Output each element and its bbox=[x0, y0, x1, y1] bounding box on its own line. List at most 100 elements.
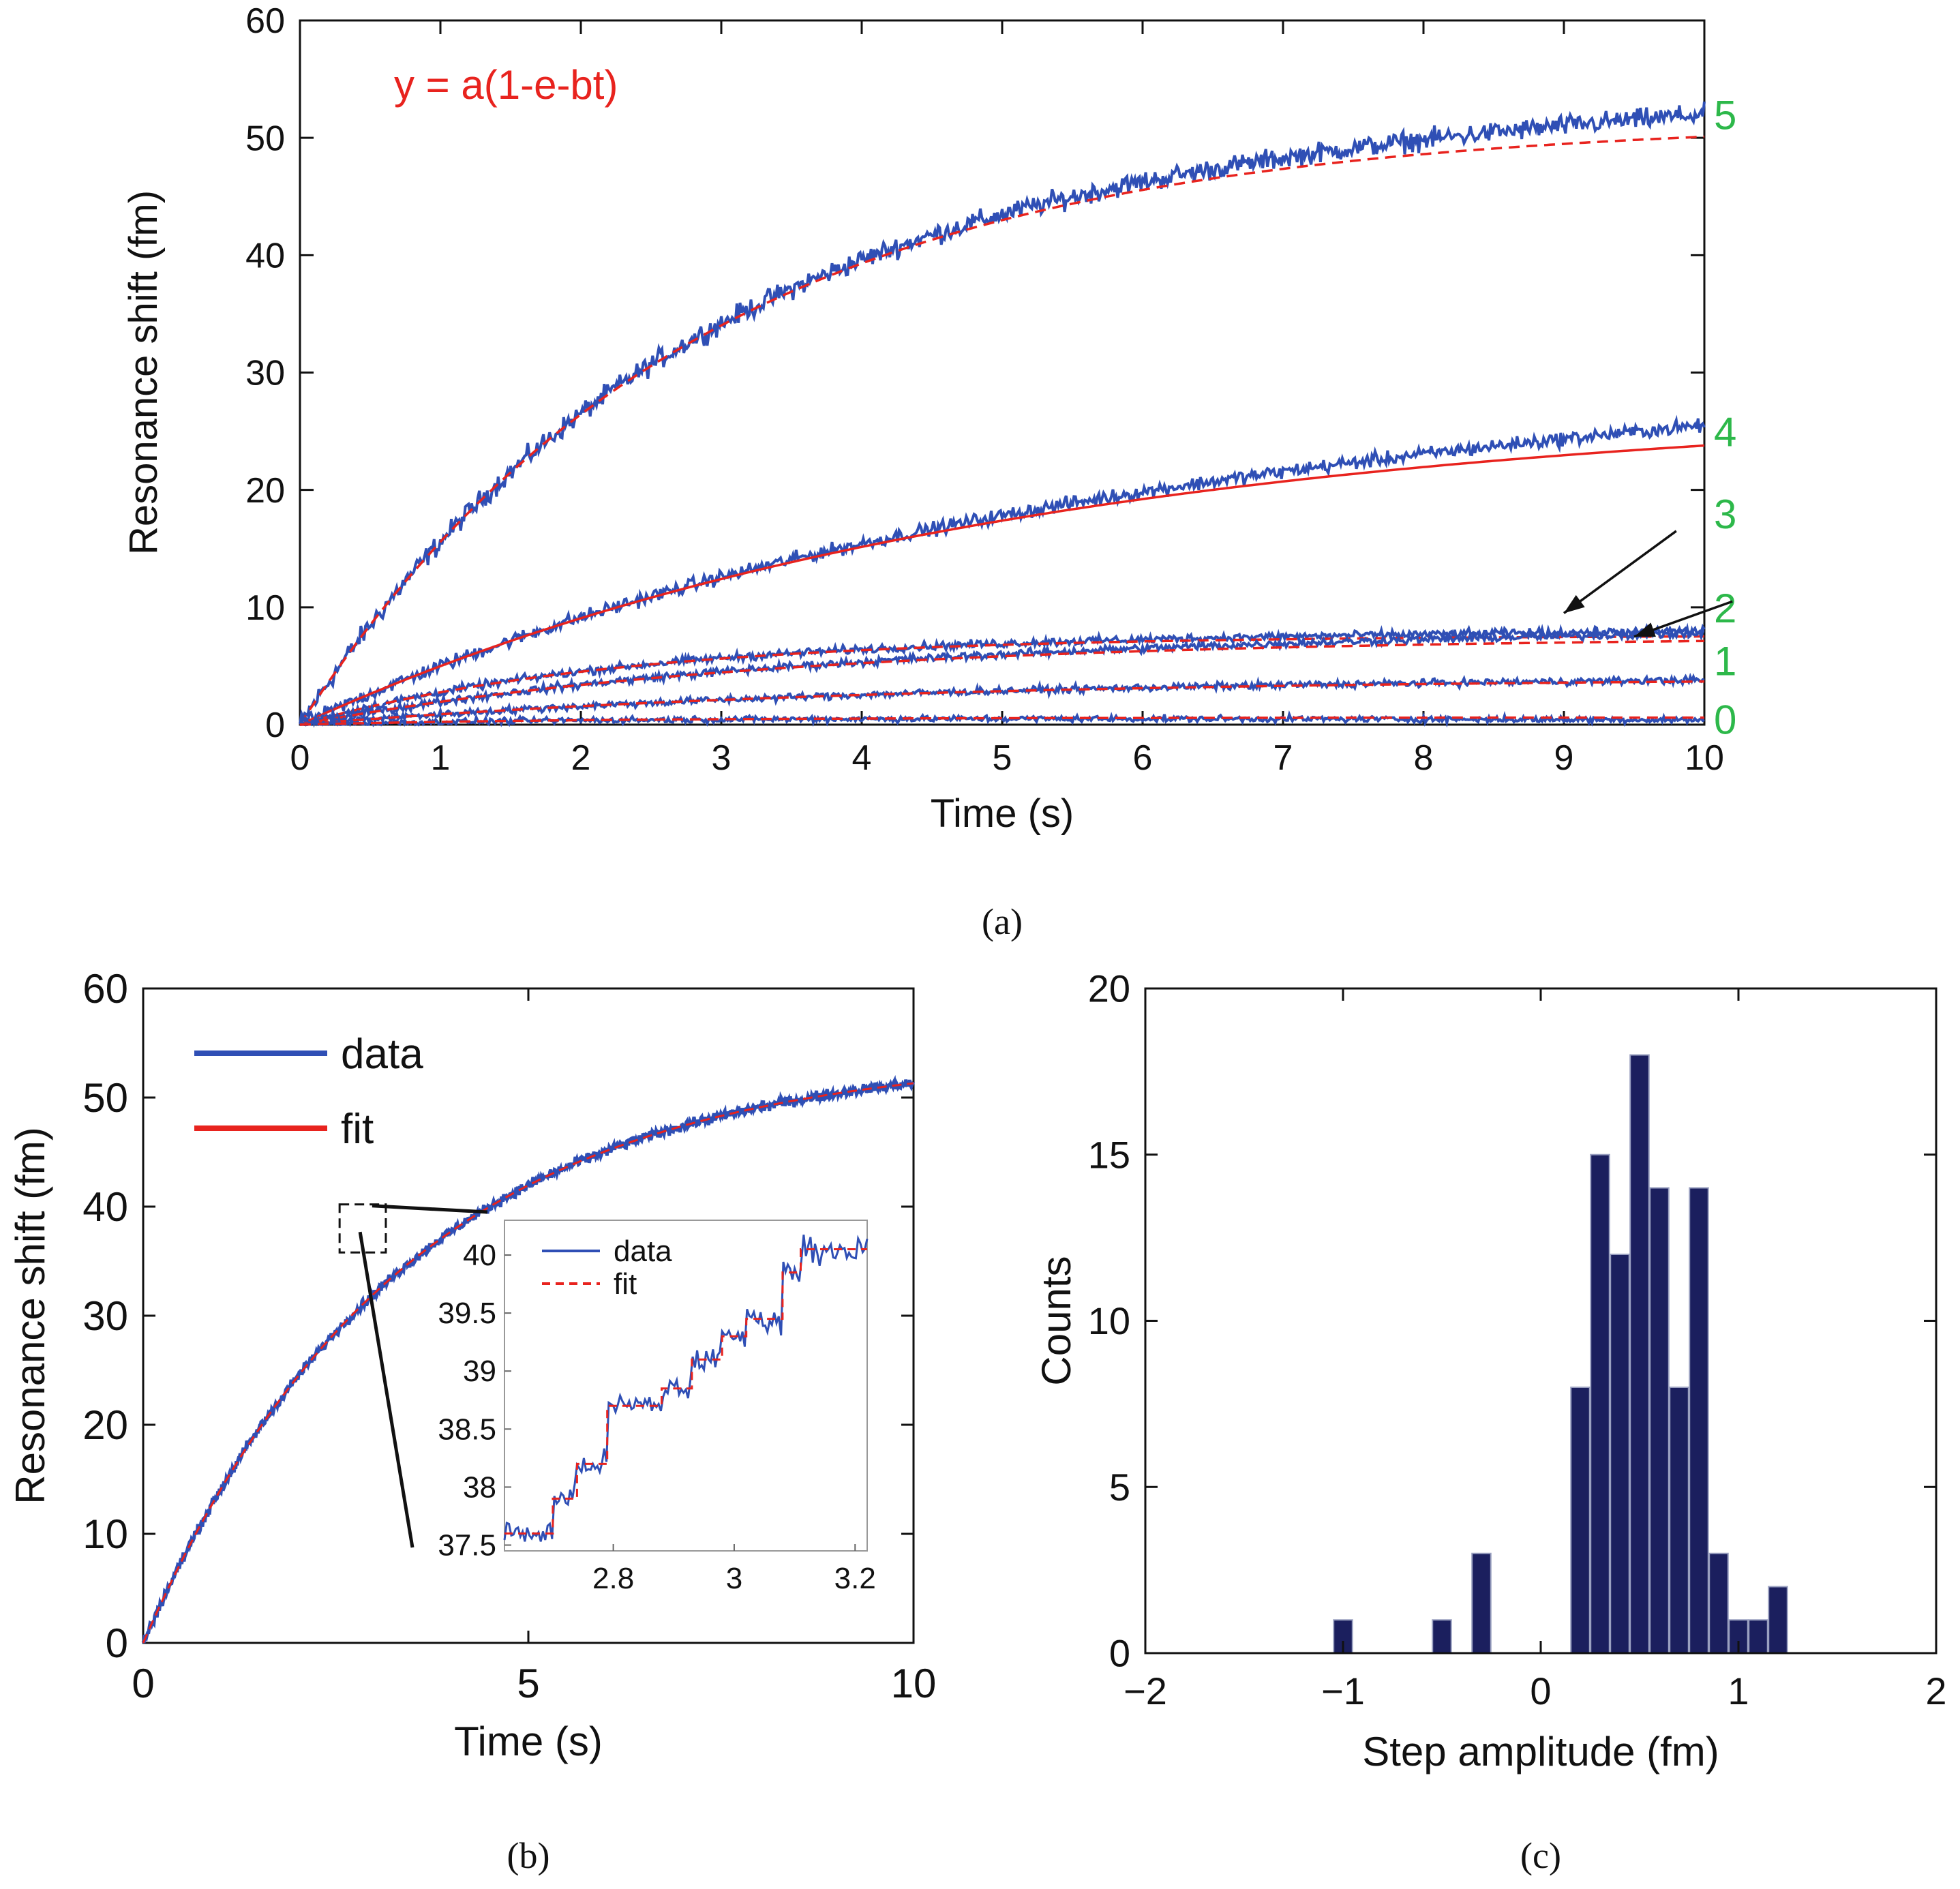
trace-data-line bbox=[299, 710, 1705, 728]
plot-frame bbox=[1144, 987, 1938, 1654]
y-axis-title: Resonance shift (fm) bbox=[121, 190, 166, 555]
histogram-bar bbox=[1610, 1254, 1630, 1654]
histogram-bar bbox=[1590, 1153, 1610, 1654]
panel-b-chart: 0 5 10 0 10 20 30 40 50 60 Time (s) Resonance shift… bbox=[7, 966, 936, 1876]
x-tick-label: 5 bbox=[517, 1661, 539, 1706]
trace-label: 1 bbox=[1714, 638, 1736, 684]
y-tick-label: 30 bbox=[245, 354, 285, 393]
x-tick-label: 1 bbox=[1728, 1669, 1749, 1712]
y-tick-label: 15 bbox=[1088, 1133, 1130, 1176]
y-tick-label: 10 bbox=[245, 588, 285, 628]
histogram-bar bbox=[1432, 1619, 1452, 1654]
inset-x-tick-label: 2.8 bbox=[592, 1562, 634, 1595]
trace-label: 2 bbox=[1714, 586, 1736, 631]
x-tick-label: 1 bbox=[431, 738, 451, 778]
inset-y-tick-label: 38.5 bbox=[438, 1412, 496, 1446]
trace-fit-line bbox=[299, 716, 1704, 726]
inset-y-tick-label: 37.5 bbox=[438, 1528, 496, 1562]
annotation-arrow-line bbox=[1563, 530, 1677, 614]
histogram-bar bbox=[1708, 1552, 1729, 1654]
x-tick-label: 3 bbox=[712, 738, 732, 778]
inset-legend-label: fit bbox=[614, 1267, 637, 1301]
y-tick-label: 30 bbox=[82, 1293, 128, 1339]
y-tick-label: 20 bbox=[1088, 967, 1130, 1010]
trace-data-line bbox=[299, 101, 1706, 724]
x-axis-title: Time (s) bbox=[931, 791, 1074, 836]
annotation-arrow-head bbox=[1634, 622, 1656, 637]
x-tick-label: 8 bbox=[1414, 738, 1434, 778]
inset-frame bbox=[504, 1220, 868, 1552]
histogram-bar bbox=[1669, 1387, 1689, 1654]
x-tick-label: 0 bbox=[1530, 1669, 1551, 1712]
histogram-bar bbox=[1570, 1387, 1590, 1654]
inset-data-line bbox=[503, 1235, 869, 1542]
panel-caption: (c) bbox=[1520, 1835, 1561, 1876]
trace-fit-line bbox=[299, 135, 1705, 725]
trace-fit-line bbox=[299, 680, 1704, 726]
y-axis-title: Resonance shift (fm) bbox=[7, 1127, 53, 1505]
x-tick-label: 0 bbox=[290, 738, 310, 778]
x-tick-label: 7 bbox=[1273, 738, 1293, 778]
histogram-bar bbox=[1689, 1187, 1709, 1654]
x-tick-label: −1 bbox=[1321, 1669, 1365, 1712]
x-tick-label: 5 bbox=[993, 738, 1012, 778]
histogram-bar bbox=[1748, 1619, 1768, 1654]
x-tick-label: 6 bbox=[1133, 738, 1153, 778]
trace-label: 4 bbox=[1714, 410, 1736, 455]
y-tick-label: 60 bbox=[245, 1, 285, 41]
y-tick-label: 50 bbox=[82, 1075, 128, 1121]
data-line bbox=[141, 1075, 916, 1644]
y-tick-label: 20 bbox=[82, 1402, 128, 1448]
zoom-connector bbox=[372, 1204, 488, 1214]
y-tick-label: 20 bbox=[245, 471, 285, 511]
y-tick-label: 60 bbox=[82, 966, 128, 1012]
inset-y-tick-label: 38 bbox=[463, 1470, 496, 1504]
y-tick-label: 10 bbox=[82, 1511, 128, 1557]
trace-label: 5 bbox=[1714, 93, 1736, 138]
y-axis-title: Counts bbox=[1034, 1256, 1079, 1385]
y-tick-label: 40 bbox=[245, 237, 285, 276]
histogram-bar bbox=[1629, 1054, 1650, 1654]
trace-data-line bbox=[299, 414, 1706, 728]
trace-data-line bbox=[299, 622, 1705, 727]
histogram-bar bbox=[1471, 1552, 1492, 1654]
inset-legend-label: data bbox=[614, 1235, 672, 1268]
y-tick-label: 0 bbox=[265, 706, 285, 745]
x-tick-label: −2 bbox=[1124, 1669, 1167, 1712]
x-axis-title: Step amplitude (fm) bbox=[1362, 1729, 1719, 1774]
legend-label: fit bbox=[341, 1106, 374, 1153]
panel-caption: (b) bbox=[507, 1835, 550, 1876]
y-tick-label: 40 bbox=[82, 1184, 128, 1230]
y-tick-label: 5 bbox=[1109, 1466, 1130, 1509]
x-tick-label: 10 bbox=[1685, 738, 1724, 778]
histogram-bar bbox=[1768, 1586, 1788, 1654]
zoom-connector bbox=[358, 1231, 414, 1548]
legend-label: data bbox=[341, 1031, 423, 1078]
inset-y-tick-label: 39 bbox=[463, 1355, 496, 1388]
y-tick-label: 0 bbox=[1109, 1632, 1130, 1675]
inset-x-tick-label: 3.2 bbox=[834, 1562, 876, 1595]
x-axis-title: Time (s) bbox=[454, 1719, 603, 1764]
inset-x-tick-label: 3 bbox=[726, 1562, 742, 1595]
x-tick-label: 2 bbox=[571, 738, 591, 778]
inset-y-tick-label: 39.5 bbox=[438, 1297, 496, 1330]
x-tick-label: 2 bbox=[1925, 1669, 1946, 1712]
trace-label: 0 bbox=[1714, 697, 1736, 742]
x-tick-label: 4 bbox=[852, 738, 872, 778]
inset-y-tick-label: 40 bbox=[463, 1239, 496, 1272]
trace-label: 3 bbox=[1714, 492, 1736, 537]
x-tick-label: 0 bbox=[132, 1661, 154, 1706]
inset-fit-line bbox=[504, 1248, 867, 1535]
zoom-box bbox=[338, 1203, 387, 1254]
fit-formula: y = a(1-e-bt) bbox=[394, 62, 618, 108]
x-tick-label: 10 bbox=[891, 1661, 937, 1706]
annotation-arrow-head bbox=[1564, 594, 1585, 614]
y-tick-label: 10 bbox=[1088, 1299, 1130, 1342]
y-tick-label: 50 bbox=[245, 119, 285, 158]
y-tick-label: 0 bbox=[106, 1620, 128, 1666]
trace-fit-line bbox=[299, 444, 1705, 726]
x-tick-label: 9 bbox=[1554, 738, 1574, 778]
histogram-bar bbox=[1649, 1187, 1670, 1654]
